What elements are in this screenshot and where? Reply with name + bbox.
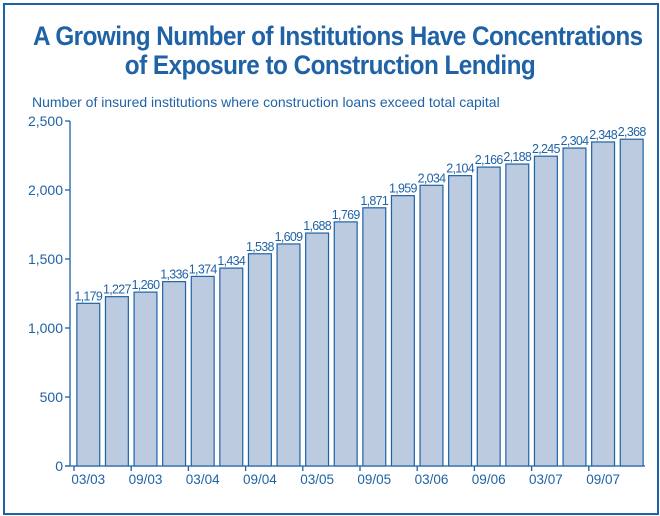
bar-value-label: 1,959	[389, 182, 418, 196]
x-tick-label: 03/05	[300, 472, 334, 487]
bar-value-label: 1,336	[160, 268, 189, 282]
x-tick-label: 03/03	[71, 472, 105, 487]
bar	[276, 243, 301, 467]
x-tick-label: 09/05	[357, 472, 391, 487]
bar	[247, 253, 272, 467]
bar-value-label: 2,368	[618, 125, 647, 139]
chart-subtitle: Number of insured institutions where con…	[32, 94, 500, 110]
x-tick-label: 09/03	[129, 472, 163, 487]
bar-value-label: 1,609	[275, 230, 304, 244]
bar	[533, 155, 558, 467]
bar	[104, 296, 129, 467]
bar-value-label: 1,260	[132, 278, 161, 292]
bar-value-label: 2,304	[561, 134, 590, 148]
bar-value-label: 1,434	[217, 254, 246, 268]
y-tick-label: 2,500	[28, 113, 63, 129]
bar	[362, 207, 387, 467]
x-tick-label: 03/07	[529, 472, 563, 487]
bar-value-label: 1,871	[360, 194, 389, 208]
bar	[305, 232, 330, 467]
bar	[562, 147, 587, 467]
bar	[162, 281, 187, 467]
x-tick-label: 03/04	[186, 472, 220, 487]
bar-value-label: 1,688	[303, 219, 332, 233]
chart-title: A Growing Number of Institutions Have Co…	[33, 21, 643, 80]
y-tick-label: 1,000	[28, 320, 63, 336]
bar-value-label: 1,769	[332, 208, 361, 222]
bar	[133, 291, 158, 467]
chart-title-line-2: of Exposure to Construction Lending	[124, 50, 536, 80]
bar	[476, 166, 501, 467]
bar	[219, 267, 244, 467]
x-tick-label: 09/07	[586, 472, 620, 487]
bar-value-label: 2,188	[503, 150, 532, 164]
bar	[619, 138, 644, 467]
x-tick-label: 03/06	[415, 472, 449, 487]
bar-value-label: 2,245	[532, 142, 561, 156]
chart-title-line-1: A Growing Number of Institutions Have Co…	[33, 21, 643, 51]
bar	[390, 195, 415, 467]
bar-value-label: 1,538	[246, 240, 275, 254]
bar-value-label: 1,179	[74, 289, 103, 303]
bar-value-label: 2,166	[475, 153, 504, 167]
x-tick-label: 09/06	[472, 472, 506, 487]
bar-value-label: 2,034	[418, 171, 447, 185]
bar-value-label: 2,104	[446, 162, 475, 176]
bar	[505, 163, 530, 467]
bar-value-label: 1,227	[103, 283, 132, 297]
y-tick-label: 1,500	[28, 251, 63, 267]
bar-value-label: 1,374	[189, 262, 218, 276]
y-tick-label: 2,000	[28, 182, 63, 198]
y-tick-label: 500	[40, 389, 64, 405]
bar	[333, 221, 358, 467]
x-tick-label: 09/04	[243, 472, 277, 487]
bar	[190, 275, 215, 467]
y-tick-label: 0	[55, 458, 63, 474]
bar	[76, 302, 101, 467]
bar	[448, 175, 473, 467]
bar	[419, 184, 444, 467]
bar	[591, 141, 616, 467]
bar-value-label: 2,348	[589, 128, 618, 142]
